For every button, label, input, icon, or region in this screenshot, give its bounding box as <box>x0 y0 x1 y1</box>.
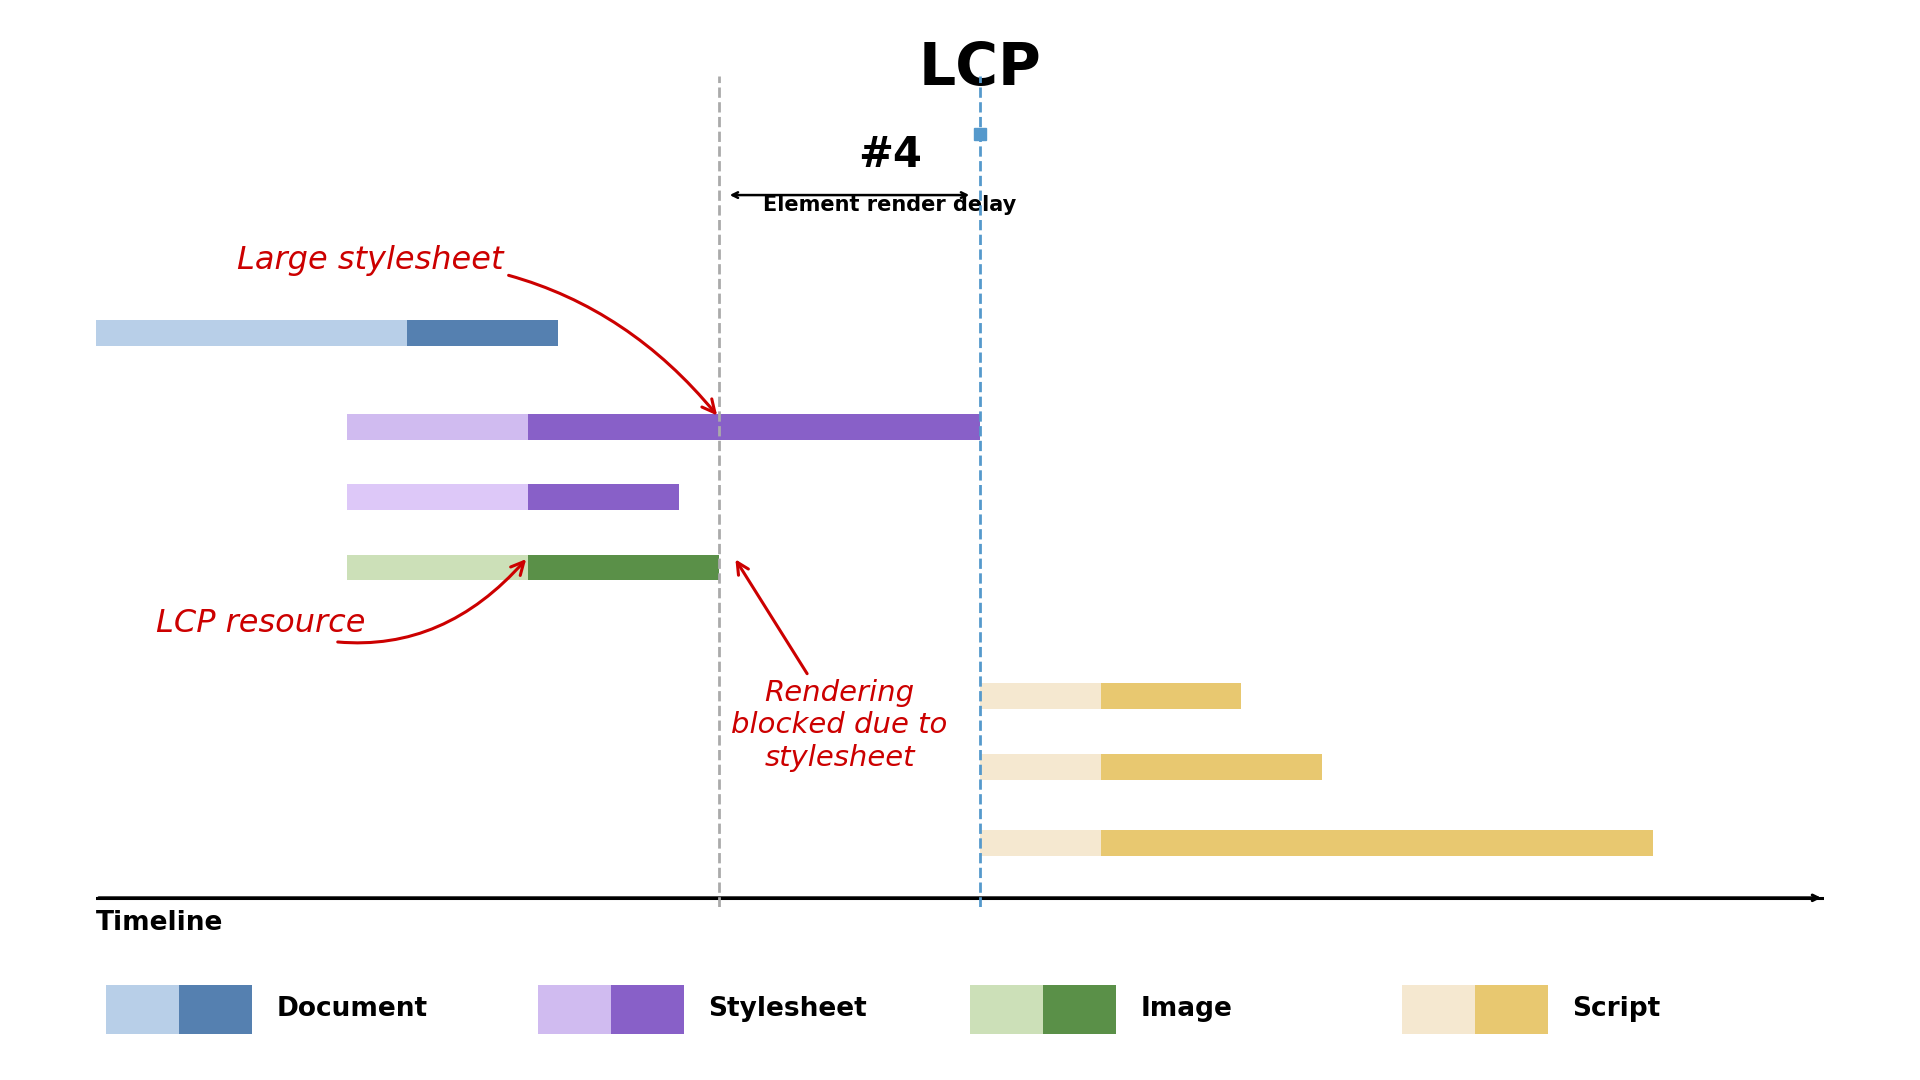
Bar <box>1100 829 1653 855</box>
Text: LCP: LCP <box>918 40 1041 97</box>
Bar <box>96 321 407 347</box>
Bar <box>528 555 718 580</box>
Bar <box>538 985 611 1034</box>
Bar <box>179 985 252 1034</box>
Text: Element render delay: Element render delay <box>762 195 1016 215</box>
Bar <box>1475 985 1548 1034</box>
Text: Timeline: Timeline <box>96 909 223 935</box>
Bar <box>718 414 979 440</box>
Text: Stylesheet: Stylesheet <box>708 996 868 1022</box>
Bar <box>1100 754 1321 780</box>
Bar <box>1100 684 1242 710</box>
Bar <box>979 829 1100 855</box>
Bar <box>348 555 528 580</box>
Text: #4: #4 <box>858 134 922 176</box>
Bar <box>979 754 1100 780</box>
Text: Large stylesheet: Large stylesheet <box>236 245 714 413</box>
Bar <box>407 321 559 347</box>
Bar <box>106 985 179 1034</box>
Bar <box>348 414 528 440</box>
Bar <box>528 414 718 440</box>
Text: Image: Image <box>1140 996 1233 1022</box>
Text: LCP resource: LCP resource <box>156 562 524 643</box>
Text: Rendering
blocked due to
stylesheet: Rendering blocked due to stylesheet <box>732 563 948 771</box>
Text: Document: Document <box>276 996 428 1022</box>
Bar <box>970 985 1043 1034</box>
Bar <box>1402 985 1475 1034</box>
Bar <box>348 484 528 510</box>
Bar <box>979 684 1100 710</box>
Bar <box>611 985 684 1034</box>
Text: Script: Script <box>1572 996 1661 1022</box>
Bar <box>528 484 678 510</box>
Bar <box>1043 985 1116 1034</box>
